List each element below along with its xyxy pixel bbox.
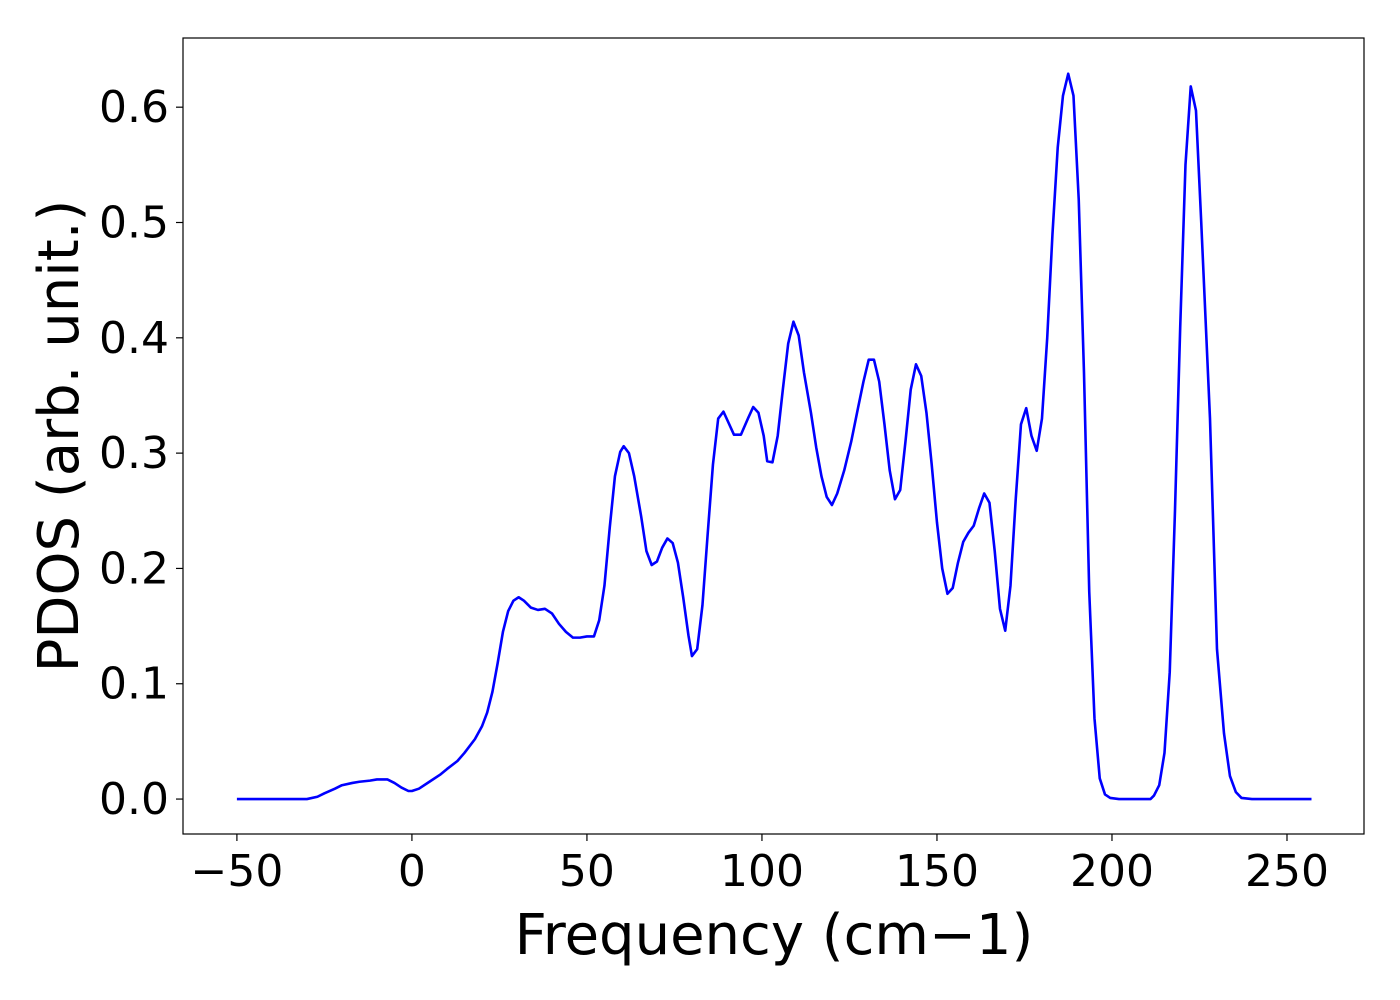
y-tick-label: 0.4 (99, 313, 169, 364)
x-tick-label: 250 (1245, 846, 1329, 897)
y-tick-label: 0.3 (99, 428, 169, 479)
x-tick-label: 50 (559, 846, 615, 897)
y-tick-label: 0.5 (99, 197, 169, 248)
x-tick-label: 200 (1070, 846, 1154, 897)
x-tick-label: 150 (895, 846, 979, 897)
y-tick-label: 0.2 (99, 543, 169, 594)
y-axis-label: PDOS (arb. unit.) (27, 200, 92, 673)
x-axis-label: Frequency (cm−1) (515, 903, 1034, 968)
plot-frame (182, 37, 1365, 835)
data-line (236, 72, 1312, 801)
y-tick-label: 0.6 (99, 82, 169, 133)
y-tick-label: 0.0 (99, 774, 169, 825)
x-tick-label: 100 (720, 846, 804, 897)
x-tick-label: −50 (190, 846, 283, 897)
y-tick-label: 0.1 (99, 659, 169, 710)
x-tick-label: 0 (398, 846, 426, 897)
